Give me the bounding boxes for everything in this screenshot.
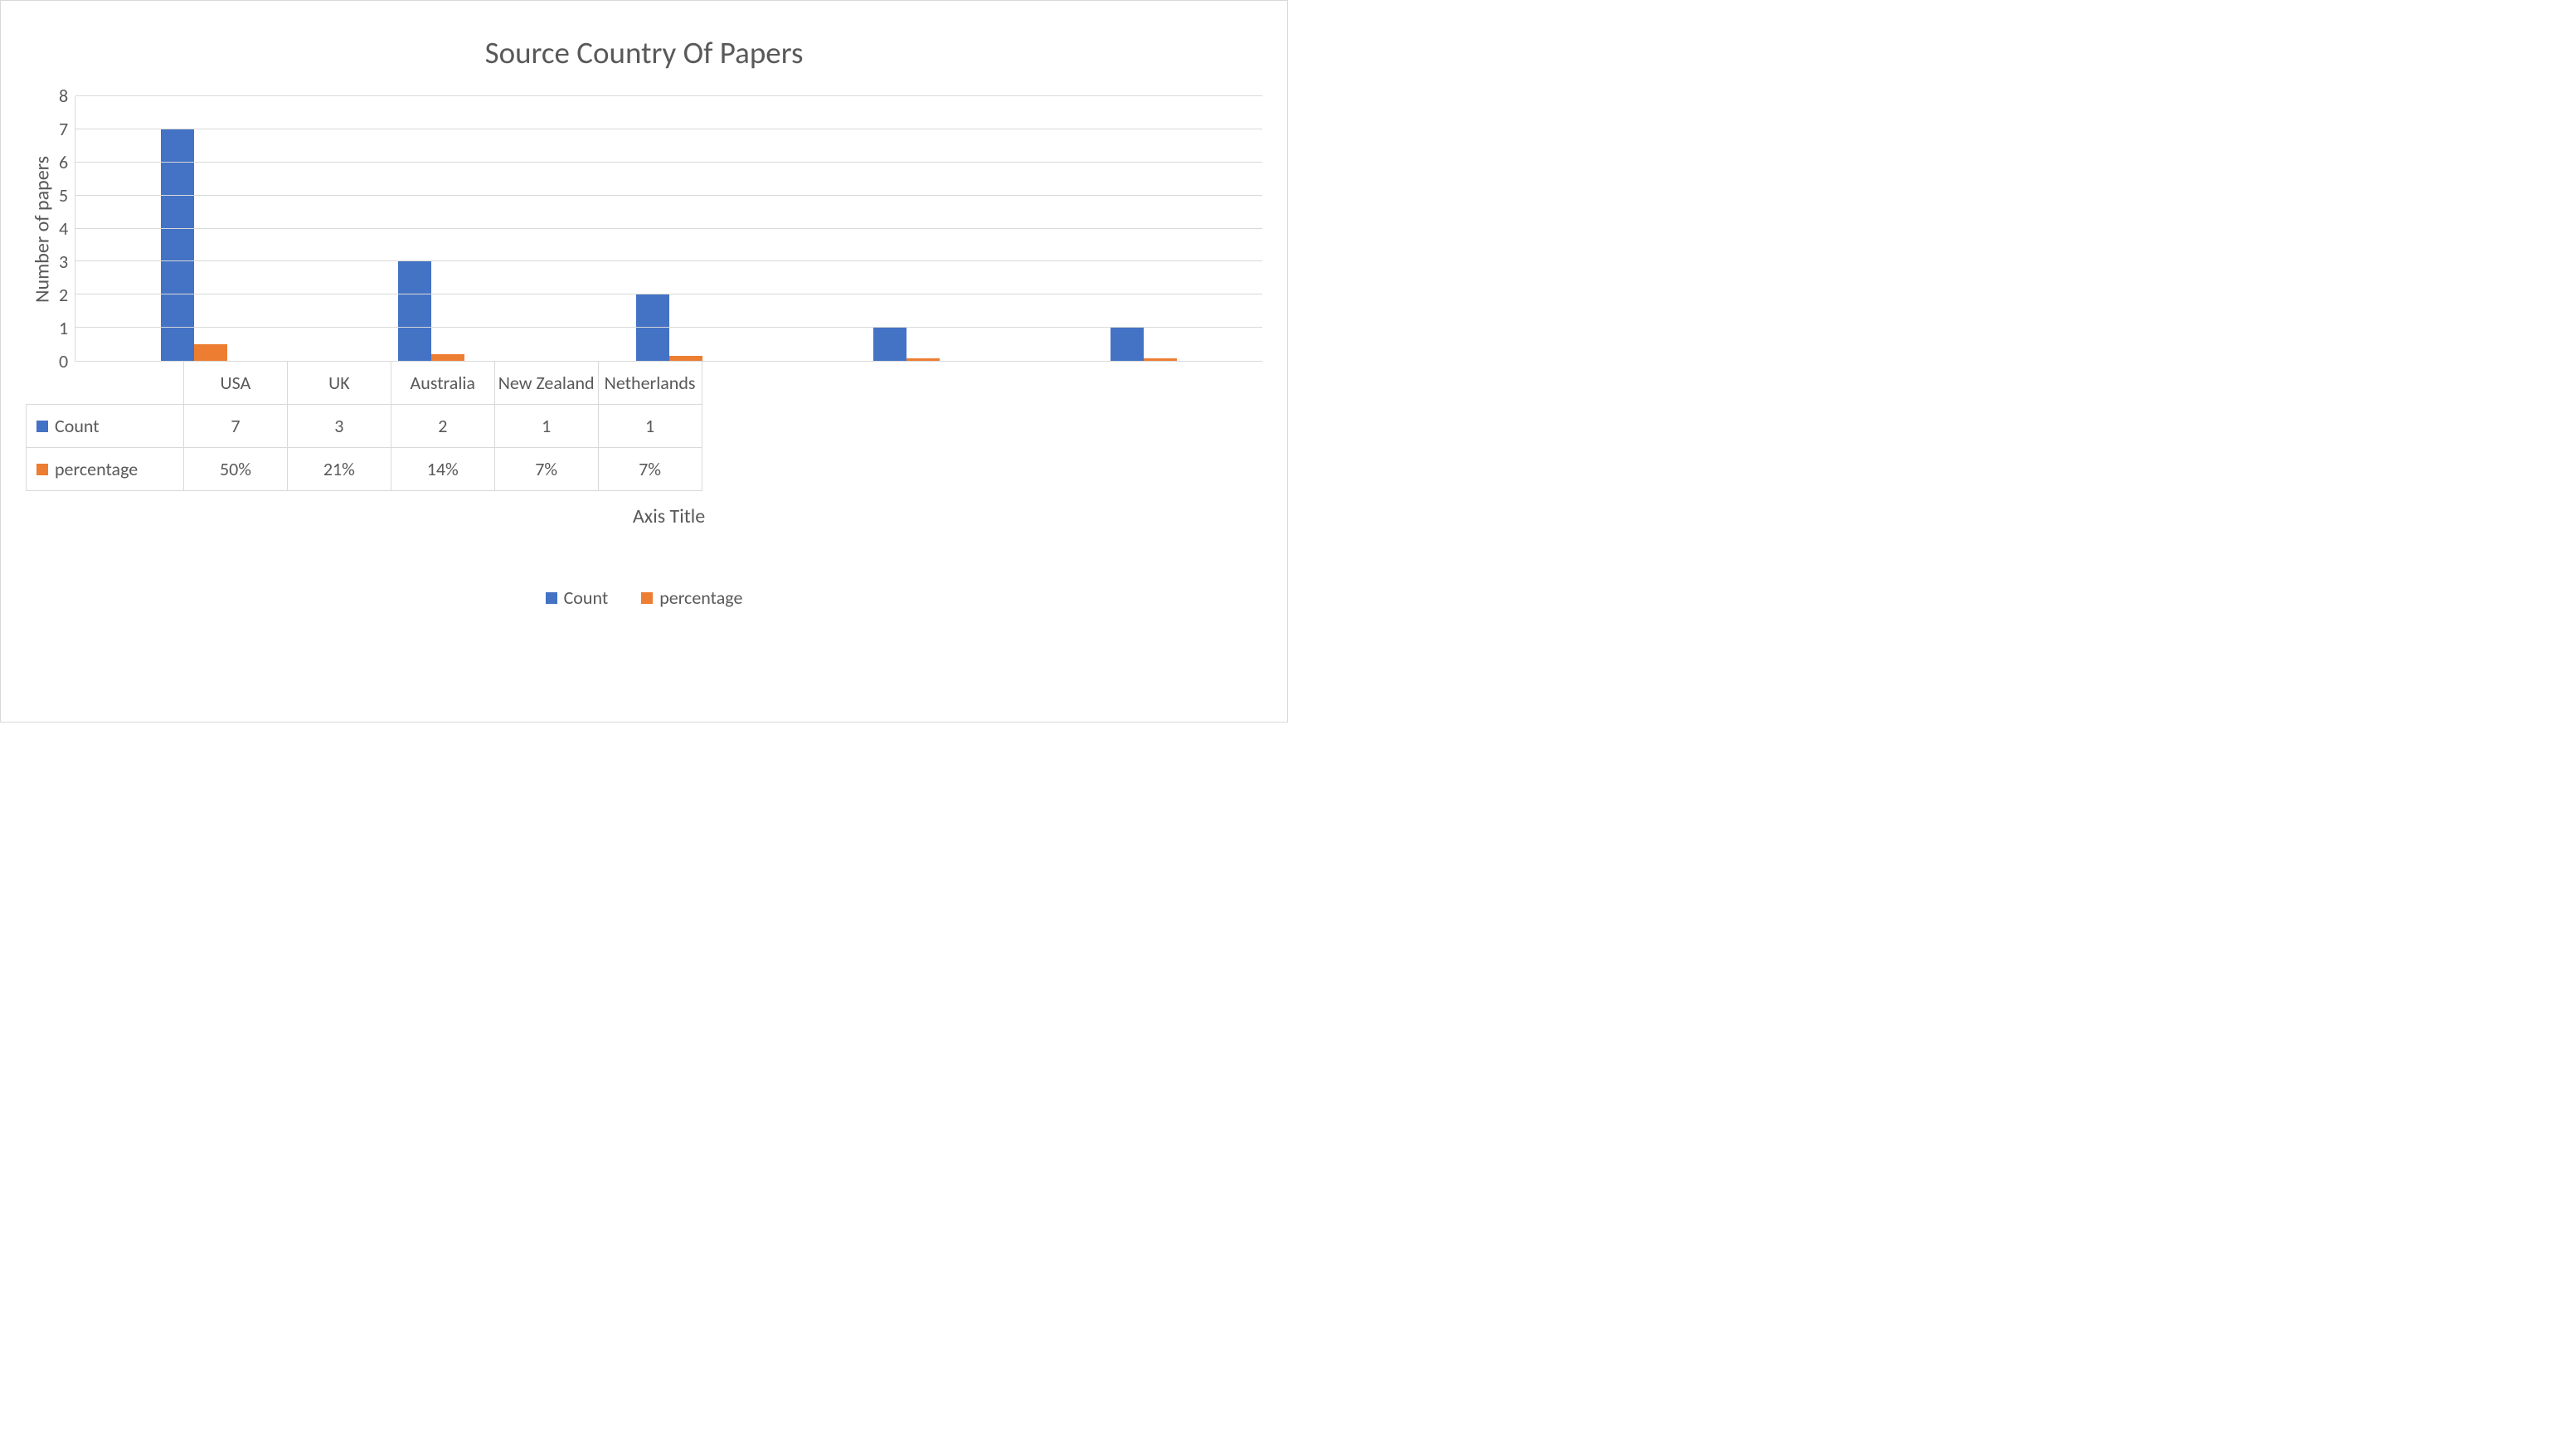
x-axis-title-wrap: Axis Title [75, 504, 1262, 528]
bar-count [161, 129, 194, 361]
series-name: percentage [55, 458, 138, 480]
plot-area [75, 96, 1262, 362]
bar-percentage [906, 358, 940, 361]
data-cell: 1 [494, 405, 598, 448]
category-label: USA [183, 362, 287, 405]
chart-title: Source Country Of Papers [26, 34, 1262, 71]
data-cell: 7% [598, 448, 702, 491]
legend-item: percentage [641, 586, 742, 609]
bar-count [873, 328, 906, 361]
plot-row: Number of papers 876543210 [26, 96, 1262, 362]
table-series-label: Count [26, 405, 183, 448]
bar-percentage [669, 356, 702, 361]
data-cell: 2 [391, 405, 494, 448]
table-series-label: percentage [26, 448, 183, 491]
bar-count [1111, 328, 1144, 361]
bar-percentage [194, 344, 227, 361]
bar-count [398, 261, 431, 361]
bar-group [1025, 96, 1262, 361]
table-header-empty [26, 362, 183, 405]
legend-marker-icon [546, 592, 557, 604]
data-cell: 1 [598, 405, 702, 448]
bar-group [75, 96, 313, 361]
series-name: Count [55, 415, 100, 437]
data-cell: 14% [391, 448, 494, 491]
category-label: Netherlands [598, 362, 702, 405]
category-label: New Zealand [494, 362, 598, 405]
bar-percentage [1144, 358, 1177, 361]
bar-group [551, 96, 788, 361]
bar-percentage [431, 354, 464, 361]
bar-group [313, 96, 550, 361]
gridline [75, 228, 1262, 229]
legend-label: percentage [659, 586, 742, 609]
data-cell: 50% [183, 448, 287, 491]
bar-group [788, 96, 1025, 361]
legend-label: Count [564, 586, 609, 609]
legend-item: Count [546, 586, 609, 609]
category-label: Australia [391, 362, 494, 405]
legend-bottom: Count percentage [26, 586, 1262, 609]
chart-container: Source Country Of Papers Number of paper… [0, 0, 1288, 722]
x-axis-title: Axis Title [633, 504, 705, 528]
legend-marker-icon [641, 592, 653, 604]
data-table: USAUKAustraliaNew ZealandNetherlands Coun… [26, 362, 702, 491]
gridline [75, 162, 1262, 163]
y-axis-label: Number of papers [26, 96, 59, 362]
gridline [75, 95, 1262, 96]
data-cell: 3 [287, 405, 391, 448]
series-marker-icon [36, 464, 48, 475]
data-table-wrapper: USAUKAustraliaNew ZealandNetherlands Coun… [26, 362, 1262, 491]
data-cell: 7% [494, 448, 598, 491]
bars-layer [75, 96, 1262, 361]
gridline [75, 195, 1262, 196]
gridline [75, 260, 1262, 261]
y-axis-ticks: 876543210 [59, 96, 75, 362]
series-marker-icon [36, 421, 48, 432]
category-label: UK [287, 362, 391, 405]
data-cell: 21% [287, 448, 391, 491]
gridline [75, 327, 1262, 328]
data-cell: 7 [183, 405, 287, 448]
